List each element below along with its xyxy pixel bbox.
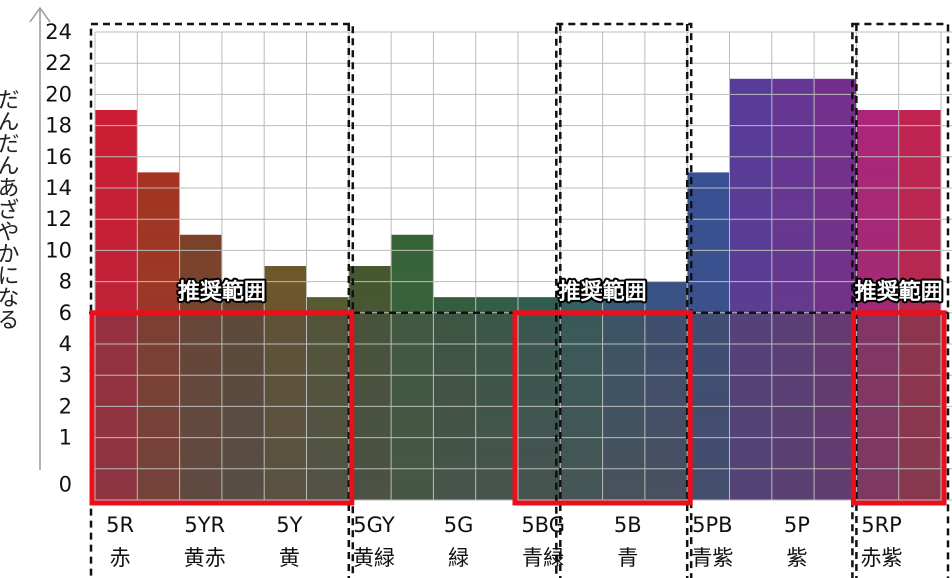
y-tick-label: 12 — [45, 207, 72, 231]
x-label-code: 5P — [784, 513, 810, 537]
x-label-name: 緑 — [448, 546, 469, 570]
x-label-code: 5Y — [276, 513, 302, 537]
y-tick-label: 16 — [45, 145, 72, 169]
x-label-code: 5RP — [861, 513, 902, 537]
x-label-name: 赤 — [110, 546, 131, 570]
x-label-code: 5PB — [692, 513, 732, 537]
y-tick-label: 18 — [45, 114, 72, 138]
x-label-name: 青 — [617, 546, 638, 570]
x-label-code: 5GY — [353, 513, 395, 537]
recommended-range-label: 推奨範囲 — [178, 279, 266, 305]
x-label-name: 黄赤 — [184, 546, 226, 570]
y-tick-label: 6 — [59, 301, 72, 325]
x-label-name: 青緑 — [522, 546, 564, 570]
x-label-name: 黄 — [279, 546, 300, 570]
x-label-code: 5R — [106, 513, 134, 537]
y-tick-label: 20 — [45, 82, 72, 106]
y-tick-label: 10 — [45, 238, 72, 262]
x-label-code: 5G — [444, 513, 474, 537]
x-label-name: 紫 — [786, 546, 807, 570]
y-axis-title: だんだんあざやかになる — [0, 88, 19, 330]
y-tick-label: 2 — [59, 394, 72, 418]
y-tick-label: 0 — [59, 472, 72, 496]
x-label-code: 5YR — [184, 513, 225, 537]
x-label-name: 赤紫 — [861, 546, 903, 570]
x-label-code: 5B — [614, 513, 642, 537]
y-tick-label: 14 — [45, 176, 72, 200]
y-tick-label: 3 — [59, 363, 72, 387]
y-tick-label: 4 — [59, 332, 72, 356]
y-tick-label: 8 — [59, 270, 72, 294]
recommended-range-label: 推奨範囲 — [559, 279, 647, 305]
x-label-name: 青紫 — [691, 546, 733, 570]
x-label-name: 黄緑 — [353, 546, 395, 570]
recommended-range-label: 推奨範囲 — [855, 279, 943, 305]
x-axis-labels: 5R 赤 5YR 黄赤 5Y 黄 5GY 黄緑 5G 緑 5BG 青緑 5B 青 5PB 青紫 5P 紫 5RP 赤紫 — [106, 513, 902, 570]
x-label-code: 5BG — [521, 513, 565, 537]
y-tick-label: 1 — [59, 426, 72, 450]
y-tick-label: 22 — [45, 51, 72, 75]
y-tick-label: 24 — [45, 20, 72, 44]
